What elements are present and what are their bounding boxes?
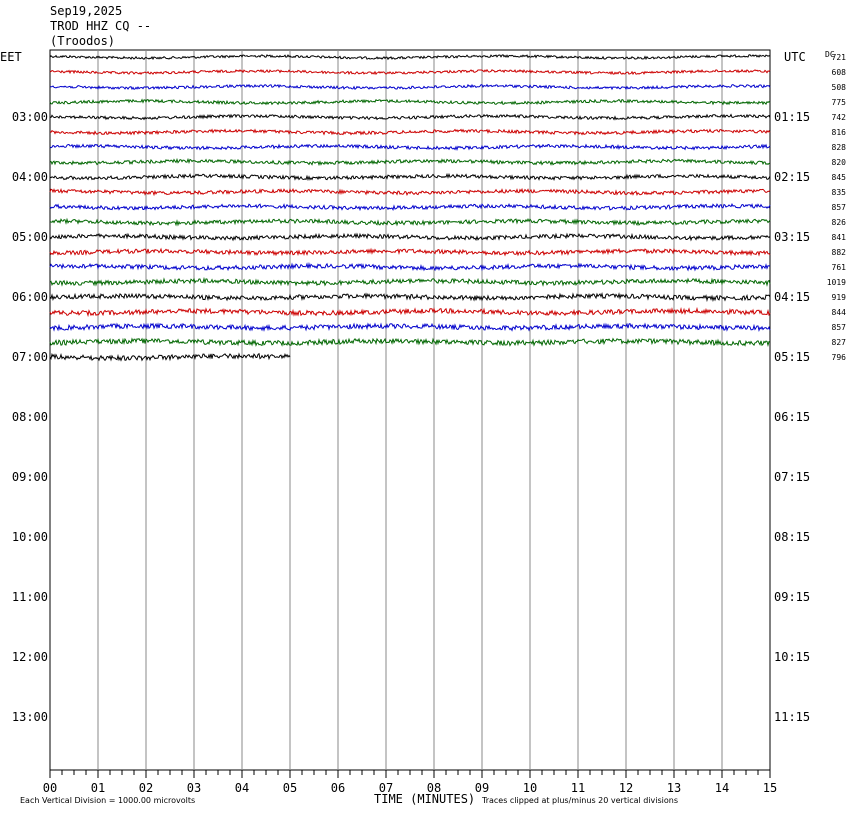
x-tick-label: 00 xyxy=(43,781,57,795)
hour-labels: 03:00 04:00 05:00 06:00 07:00 08:00 09:00 10:00… xyxy=(12,110,810,724)
utc-hour-label: 01:15 xyxy=(774,110,810,124)
x-tick-label: 09 xyxy=(475,781,489,795)
dc-offset-label: 816 xyxy=(832,128,847,137)
seismic-trace xyxy=(49,83,771,91)
x-tick-label: 13 xyxy=(667,781,681,795)
seismic-trace xyxy=(49,276,771,287)
seismic-trace xyxy=(49,54,771,61)
x-tick-label: 04 xyxy=(235,781,249,795)
seismic-trace xyxy=(49,232,771,242)
seismic-trace xyxy=(49,306,771,318)
eet-hour-label: 11:00 xyxy=(12,590,48,604)
dc-offset-label: 841 xyxy=(832,233,847,242)
dc-offset-label: 775 xyxy=(832,98,847,107)
seismic-trace xyxy=(49,187,771,197)
x-axis-title: TIME (MINUTES) xyxy=(374,792,475,806)
utc-hour-label: 10:15 xyxy=(774,650,810,664)
right-timezone-label: UTC xyxy=(784,50,806,64)
dc-offset-label: 857 xyxy=(832,203,847,212)
dc-offset-label: 919 xyxy=(832,293,847,302)
eet-hour-label: 04:00 xyxy=(12,170,48,184)
x-tick-label: 11 xyxy=(571,781,585,795)
dc-offset-label: 721 xyxy=(832,53,847,62)
dc-offset-label: 857 xyxy=(832,323,847,332)
dc-offset-label: 796 xyxy=(832,353,847,362)
x-tick-label: 14 xyxy=(715,781,729,795)
utc-hour-label: 06:15 xyxy=(774,410,810,424)
eet-hour-label: 13:00 xyxy=(12,710,48,724)
dc-offset-label: 844 xyxy=(832,308,847,317)
seismic-trace xyxy=(49,322,771,333)
seismic-trace xyxy=(49,292,771,303)
seismic-trace xyxy=(49,337,771,347)
seismic-trace xyxy=(49,128,771,136)
seismic-trace xyxy=(49,217,771,227)
header-location: (Troodos) xyxy=(50,34,116,48)
utc-hour-label: 04:15 xyxy=(774,290,810,304)
seismic-trace xyxy=(49,247,771,257)
x-axis: 00 01 02 03 04 05 06 07 08 09 10 11 12 13 14 15 xyxy=(43,770,777,795)
x-tick-label: 01 xyxy=(91,781,105,795)
seismic-trace xyxy=(49,203,771,212)
seismic-trace xyxy=(49,113,771,121)
x-tick-label: 03 xyxy=(187,781,201,795)
x-tick-label: 08 xyxy=(427,781,441,795)
dc-offset-label: 835 xyxy=(832,188,847,197)
seismic-trace xyxy=(49,68,771,76)
seismic-trace xyxy=(49,261,771,272)
x-tick-label: 07 xyxy=(379,781,393,795)
dc-offset-label: 742 xyxy=(832,113,847,122)
plot-frame xyxy=(49,49,771,771)
grid xyxy=(49,49,771,771)
dc-offset-label: 845 xyxy=(832,173,847,182)
utc-hour-label: 07:15 xyxy=(774,470,810,484)
seismic-trace xyxy=(49,98,771,106)
traces xyxy=(49,54,771,362)
dc-offset-label: 1019 xyxy=(827,278,846,287)
eet-hour-label: 07:00 xyxy=(12,350,48,364)
eet-hour-label: 10:00 xyxy=(12,530,48,544)
eet-hour-label: 05:00 xyxy=(12,230,48,244)
header-station: TROD HHZ CQ -- xyxy=(50,19,152,33)
eet-hour-label: 12:00 xyxy=(12,650,48,664)
dc-offset-label: 828 xyxy=(832,143,847,152)
seismic-trace xyxy=(49,143,771,152)
eet-hour-label: 09:00 xyxy=(12,470,48,484)
eet-hour-label: 08:00 xyxy=(12,410,48,424)
utc-hour-label: 05:15 xyxy=(774,350,810,364)
x-tick-label: 15 xyxy=(763,781,777,795)
header-date: Sep19,2025 xyxy=(50,4,123,18)
seismic-trace xyxy=(49,352,291,362)
seismic-trace xyxy=(49,157,771,167)
dc-offset-label: 882 xyxy=(832,248,847,257)
x-tick-label: 12 xyxy=(619,781,633,795)
seismic-trace xyxy=(49,172,771,182)
utc-hour-label: 11:15 xyxy=(774,710,810,724)
eet-hour-label: 06:00 xyxy=(12,290,48,304)
scale-note: Each Vertical Division = 1000.00 microvo… xyxy=(20,796,195,805)
x-tick-label: 06 xyxy=(331,781,345,795)
left-timezone-label: EET xyxy=(0,50,22,64)
dc-offset-label: 608 xyxy=(832,68,847,77)
x-tick-label: 10 xyxy=(523,781,537,795)
x-tick-label: 05 xyxy=(283,781,297,795)
dc-offset-label: 826 xyxy=(832,218,847,227)
x-tick-label: 02 xyxy=(139,781,153,795)
dc-labels: 721 608 508 775 742 816 828 820 845 835 857 826 841 8… xyxy=(827,53,846,362)
utc-hour-label: 09:15 xyxy=(774,590,810,604)
dc-offset-label: 508 xyxy=(832,83,847,92)
utc-hour-label: 08:15 xyxy=(774,530,810,544)
clip-note: Traces clipped at plus/minus 20 vertical… xyxy=(481,796,678,805)
dc-offset-label: 827 xyxy=(832,338,847,347)
utc-hour-label: 02:15 xyxy=(774,170,810,184)
dc-header-label: DC xyxy=(825,50,835,59)
dc-offset-label: 820 xyxy=(832,158,847,167)
dc-offset-label: 761 xyxy=(832,263,847,272)
utc-hour-label: 03:15 xyxy=(774,230,810,244)
eet-hour-label: 03:00 xyxy=(12,110,48,124)
